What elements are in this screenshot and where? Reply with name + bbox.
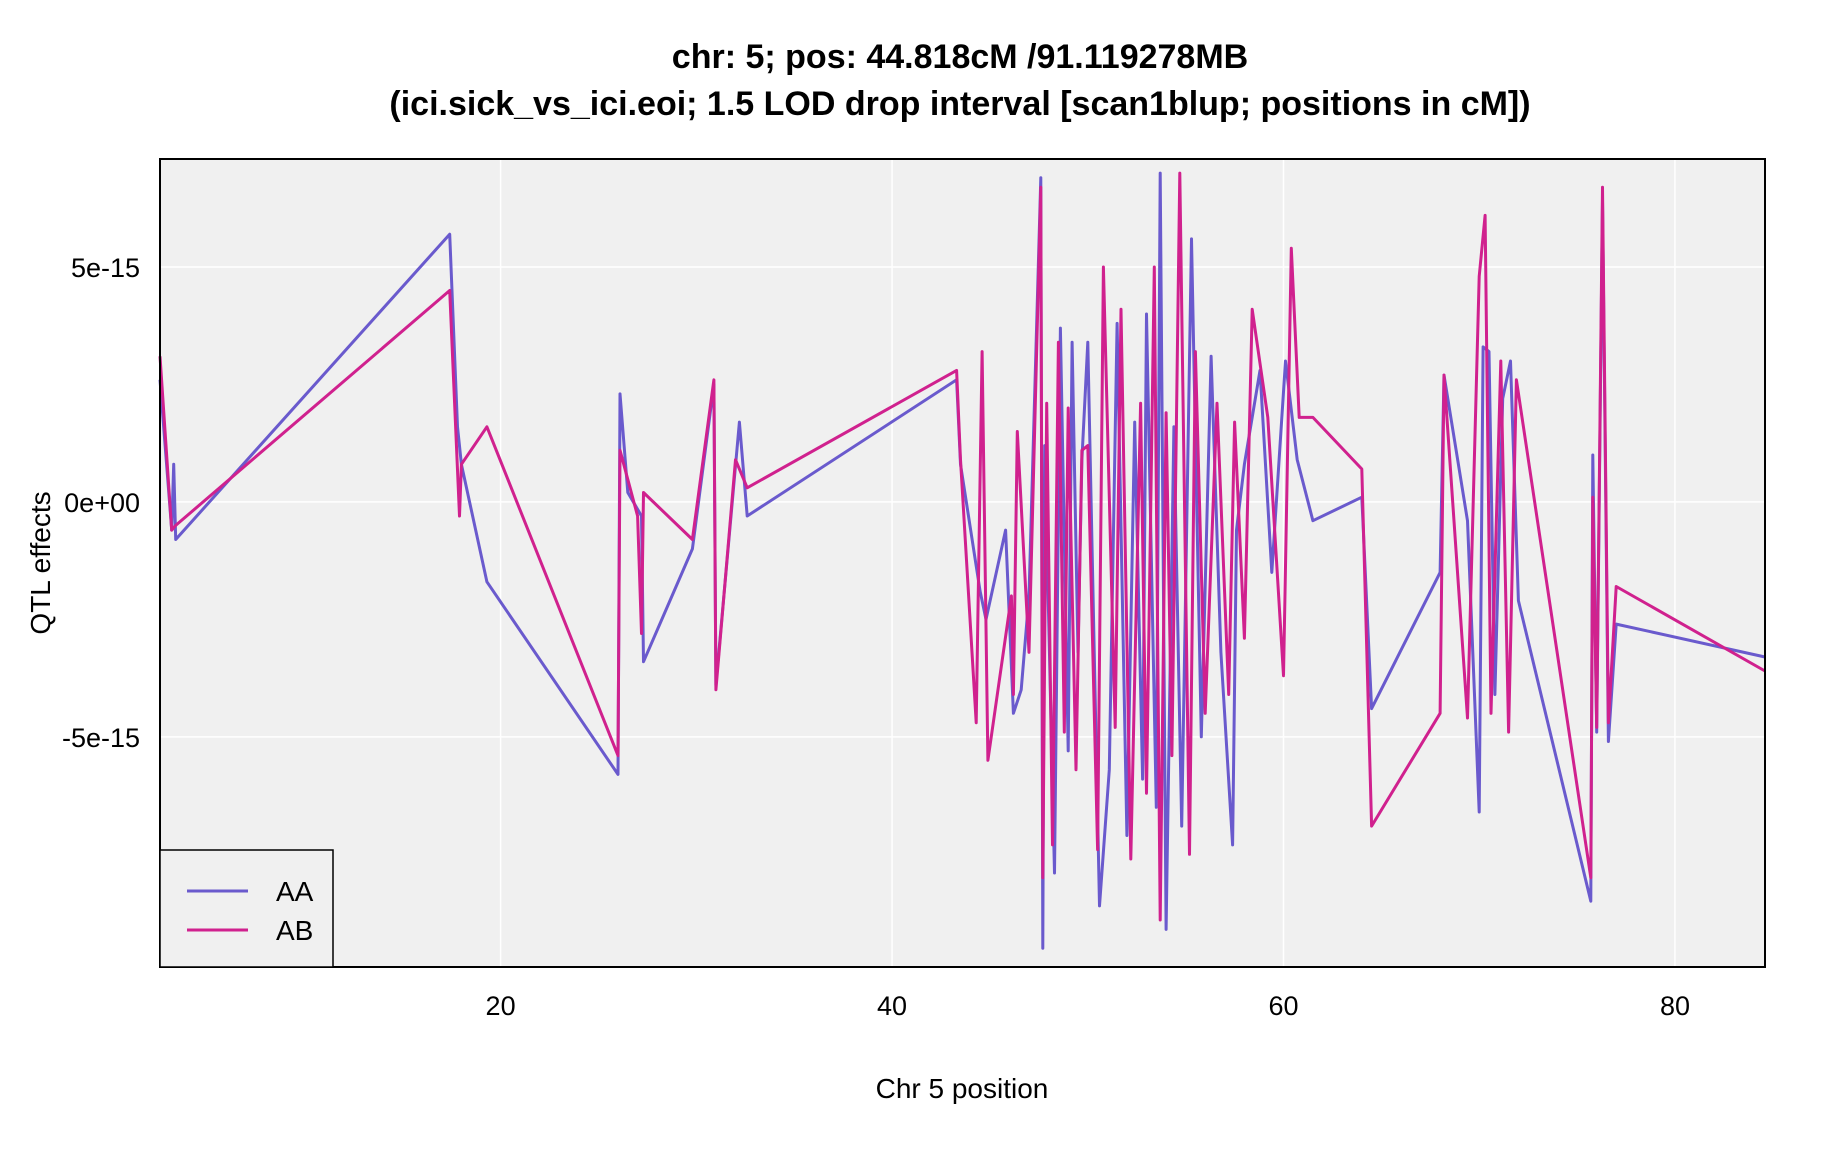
x-tick-label: 80 — [1660, 991, 1690, 1021]
series-line-aa — [158, 171, 1766, 950]
x-tick-label: 20 — [486, 991, 516, 1021]
legend-label-ab: AB — [276, 915, 313, 946]
y-axis-label: QTL effects — [25, 491, 56, 634]
legend: AA AB — [159, 849, 334, 968]
x-tick-label: 40 — [877, 991, 907, 1021]
legend-label-aa: AA — [276, 876, 314, 907]
series-layer — [158, 171, 1766, 950]
series-line-ab — [158, 171, 1766, 922]
y-tick-label: 0e+00 — [64, 488, 140, 518]
legend-box — [159, 849, 334, 968]
x-axis-ticks: 20 40 60 80 — [486, 991, 1690, 1021]
chart-title: chr: 5; pos: 44.818cM /91.119278MB — [672, 38, 1248, 76]
y-tick-label: 5e-15 — [71, 253, 140, 283]
plot-area-background — [160, 159, 1765, 967]
y-tick-label: -5e-15 — [62, 723, 140, 753]
x-axis-label: Chr 5 position — [876, 1073, 1049, 1104]
chart-subtitle: (ici.sick_vs_ici.eoi; 1.5 LOD drop inter… — [389, 85, 1530, 123]
y-axis-ticks: 5e-15 0e+00 -5e-15 — [62, 253, 140, 753]
plot-area-border — [159, 158, 1766, 968]
x-tick-label: 60 — [1268, 991, 1298, 1021]
